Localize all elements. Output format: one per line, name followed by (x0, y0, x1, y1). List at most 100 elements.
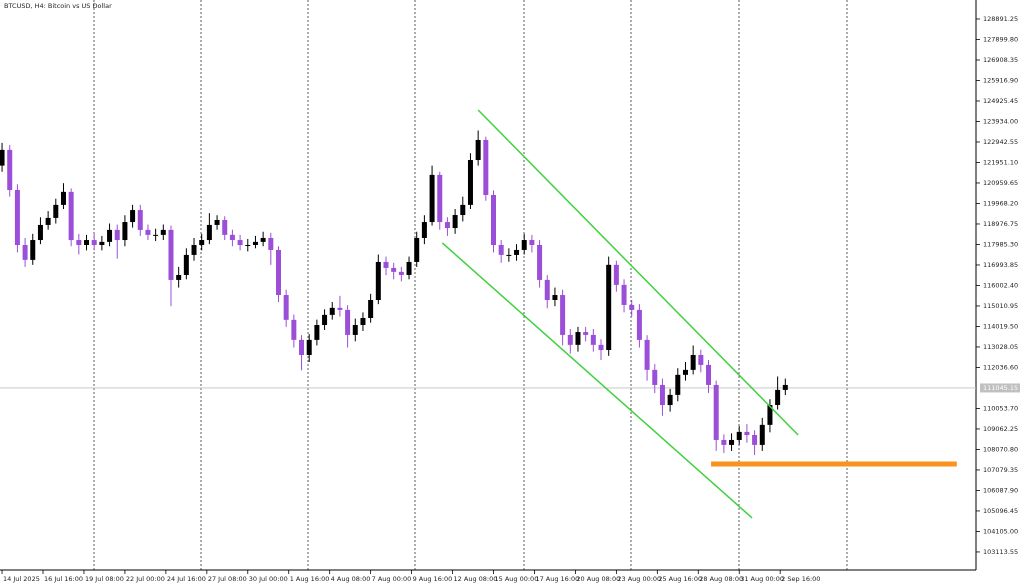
y-tick-label: 119968.20 (983, 199, 1018, 207)
candle-body (514, 249, 520, 255)
candle-body (160, 229, 166, 235)
candle-body (268, 237, 274, 250)
y-tick-label: 120959.65 (983, 179, 1018, 187)
candle-body (667, 394, 673, 406)
candle-body (698, 354, 704, 365)
candle-body (537, 244, 543, 280)
candle-body (775, 389, 781, 406)
y-tick-label: 116993.85 (983, 261, 1018, 269)
candle-body (544, 279, 550, 300)
candle-body (352, 325, 358, 335)
candle-body (60, 191, 66, 205)
candle-body (322, 314, 328, 326)
y-tick-label: 105096.45 (983, 507, 1018, 515)
candle-body (107, 229, 113, 242)
candle-body (621, 284, 627, 305)
candle-body (22, 244, 28, 260)
x-tick-label: 2 Sep 16:00 (781, 575, 820, 583)
candle-body (483, 139, 489, 195)
candle-body (583, 332, 589, 335)
x-tick-label: 14 Jul 2025 (3, 575, 40, 583)
candle-body (68, 191, 74, 241)
y-tick-label: 121951.10 (983, 158, 1018, 166)
x-tick-label: 25 Aug 16:00 (658, 575, 702, 583)
candle-body (606, 264, 612, 351)
candle-body (314, 325, 320, 340)
candle-body (375, 261, 381, 300)
candle-body (130, 210, 136, 223)
y-tick-label: 108070.80 (983, 445, 1018, 453)
candle-body (652, 369, 658, 385)
y-tick-label: 104105.00 (983, 527, 1018, 535)
candle-body (168, 229, 174, 280)
candle-body (30, 240, 36, 260)
x-tick-label: 1 Aug 16:00 (290, 575, 330, 583)
y-tick-label: 115010.95 (983, 302, 1018, 310)
candle-body (414, 237, 420, 262)
candle-body (229, 234, 235, 241)
candle-body (506, 254, 512, 256)
chart-title: BTCUSD, H4: Bitcoin vs US Dollar (4, 2, 112, 10)
candle-body (452, 215, 458, 229)
y-tick-label: 114019.50 (983, 322, 1018, 330)
candle-body (291, 319, 297, 340)
x-tick-label: 28 Aug 08:00 (699, 575, 743, 583)
candle-body (460, 204, 466, 216)
x-tick-label: 9 Aug 16:00 (413, 575, 453, 583)
candle-body (421, 222, 427, 238)
candle-body (498, 244, 504, 255)
x-tick-label: 20 Aug 08:00 (576, 575, 620, 583)
candle-body (237, 240, 243, 245)
y-tick-label: 124925.45 (983, 97, 1018, 105)
y-tick-label: 103113.55 (983, 548, 1018, 556)
candle-body (114, 229, 120, 241)
candle-body (744, 431, 750, 435)
y-tick-label: 116002.40 (983, 281, 1018, 289)
candle-body (299, 339, 305, 355)
candle-body (475, 139, 481, 161)
y-tick-label: 109062.25 (983, 425, 1018, 433)
candle-body (706, 364, 712, 385)
trend-line (477, 109, 799, 436)
candle-body (598, 344, 604, 351)
candle-body (590, 334, 596, 345)
x-tick-label: 24 Jul 16:00 (167, 575, 206, 583)
x-tick-label: 16 Jul 16:00 (44, 575, 83, 583)
last-price-label: 111045.15 (983, 384, 1018, 392)
trend-line (441, 242, 753, 519)
candle-body (429, 174, 435, 223)
candle-body (759, 424, 765, 445)
y-tick-label: 106087.90 (983, 486, 1018, 494)
y-tick-label: 128891.25 (983, 15, 1018, 23)
x-tick-label: 27 Jul 08:00 (208, 575, 247, 583)
x-tick-label: 23 Aug 00:00 (617, 575, 661, 583)
candle-body (736, 431, 742, 440)
candle-body (682, 369, 688, 375)
candle-body (721, 439, 727, 445)
candle-body (567, 334, 573, 345)
candle-body (252, 241, 258, 245)
candle-body (644, 339, 650, 370)
y-tick-label: 127899.80 (983, 35, 1018, 43)
candle-body (53, 204, 59, 218)
candle-body (629, 304, 635, 310)
candle-body (329, 307, 335, 315)
x-tick-label: 7 Aug 00:00 (372, 575, 412, 583)
candle-body (437, 174, 443, 223)
candle-body (345, 309, 351, 335)
x-tick-label: 22 Jul 00:00 (126, 575, 165, 583)
y-tick-label: 113028.05 (983, 343, 1018, 351)
candle-body (214, 219, 220, 225)
candle-body (183, 254, 189, 275)
y-tick-label: 118976.75 (983, 220, 1018, 228)
candle-body (398, 271, 404, 275)
candle-body (491, 194, 497, 245)
candle-body (467, 160, 473, 205)
candle-body (306, 339, 312, 355)
candle-body (659, 384, 665, 406)
candle-body (383, 261, 389, 268)
candle-body (7, 149, 13, 190)
candle-body (782, 384, 788, 390)
x-tick-label: 15 Aug 00:00 (495, 575, 539, 583)
